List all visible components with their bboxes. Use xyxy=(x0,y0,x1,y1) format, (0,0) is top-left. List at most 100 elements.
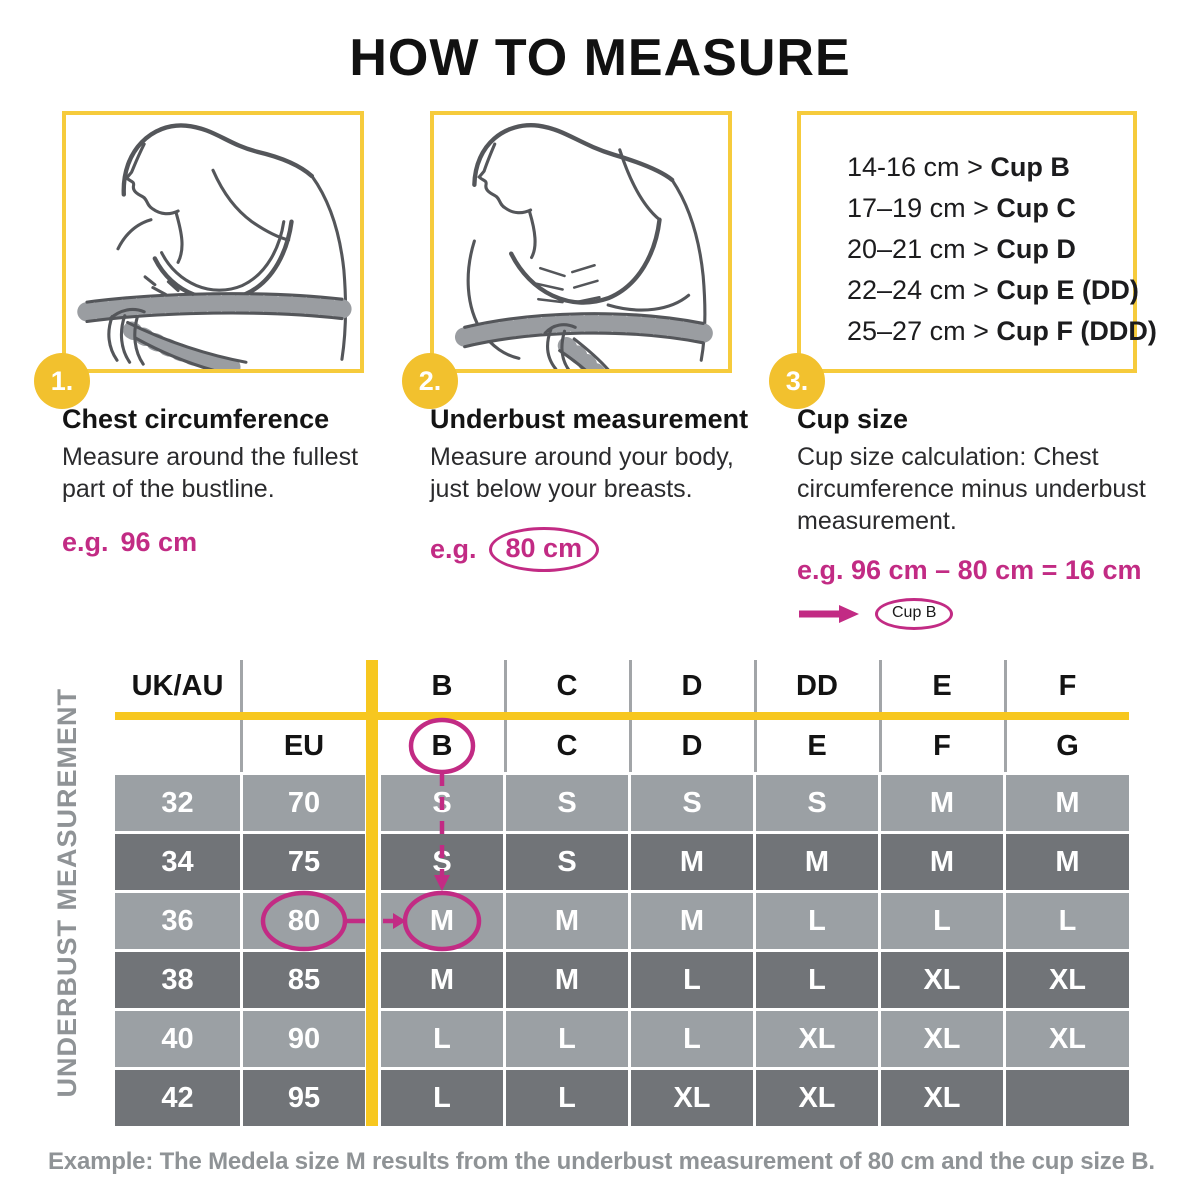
chest-illustration-box xyxy=(62,111,364,373)
size-table: UK/AU B C D DD E F EU B C D E F G xyxy=(115,660,1129,1126)
size-cell: M xyxy=(381,893,503,949)
size-cell: XL xyxy=(756,1070,878,1126)
step-3-body: Cup size calculation: Chest circumferenc… xyxy=(797,443,1146,535)
chest-measurement-illustration xyxy=(77,123,352,369)
size-cell: L xyxy=(506,1070,628,1126)
cup-header-cell: E xyxy=(881,660,1003,712)
size-cell: S xyxy=(506,775,628,831)
table-row: 38 85 M M L L XL XL xyxy=(115,952,1129,1008)
cup-size-row: 22–24 cm > Cup E (DD) xyxy=(847,275,1139,305)
eu-header-row: EU B C D E F G xyxy=(115,720,1129,772)
uk-au-header-row: UK/AU B C D DD E F xyxy=(115,660,1129,712)
size-cell: L xyxy=(881,893,1003,949)
cup-header-cell: C xyxy=(506,720,628,772)
page-title: HOW TO MEASURE xyxy=(349,29,851,87)
size-cell: L xyxy=(756,952,878,1008)
size-cell: XL xyxy=(881,952,1003,1008)
step-3-badge: 3. xyxy=(769,353,825,409)
size-cell: L xyxy=(1006,893,1129,949)
eu-size-cell: 95 xyxy=(243,1070,365,1126)
size-cell: XL xyxy=(631,1070,753,1126)
size-cell: S xyxy=(506,834,628,890)
size-cell: XL xyxy=(881,1070,1003,1126)
cup-header-cell: G xyxy=(1006,720,1129,772)
size-cell: S xyxy=(381,834,503,890)
cup-header-cell: C xyxy=(506,660,628,712)
size-cell: M xyxy=(506,952,628,1008)
size-cell: L xyxy=(756,893,878,949)
step-3-heading: Cup size xyxy=(797,404,909,434)
step-1-text: Chest circumference Measure around the f… xyxy=(62,404,407,558)
size-cell: M xyxy=(881,775,1003,831)
step-2-text: Underbust measurement Measure around you… xyxy=(430,404,775,572)
step-1-heading: Chest circumference xyxy=(62,404,330,434)
size-cell: L xyxy=(506,1011,628,1067)
cup-size-row: 14-16 cm > Cup B xyxy=(847,152,1070,182)
size-cell: M xyxy=(506,893,628,949)
size-cell: XL xyxy=(881,1011,1003,1067)
size-cell: M xyxy=(631,893,753,949)
cup-size-row: 17–19 cm > Cup C xyxy=(847,193,1076,223)
size-cell: L xyxy=(631,1011,753,1067)
table-row: 32 70 S S S S M M xyxy=(115,775,1129,831)
cup-header-cell: B xyxy=(381,720,503,772)
size-cell: M xyxy=(631,834,753,890)
uk-size-cell: 34 xyxy=(115,834,240,890)
size-cell: L xyxy=(631,952,753,1008)
cup-header-cell: B xyxy=(381,660,503,712)
table-row: 42 95 L L XL XL XL xyxy=(115,1070,1129,1126)
size-cell: M xyxy=(756,834,878,890)
size-cell: XL xyxy=(1006,952,1129,1008)
highlight-ellipse: Cup B xyxy=(875,598,954,630)
step-1-example: e.g. 96 cm xyxy=(62,527,198,557)
table-row: 34 75 S S M M M M xyxy=(115,834,1129,890)
step-3-result: Cup B xyxy=(797,598,1149,630)
table-row: 40 90 L L L XL XL XL xyxy=(115,1011,1129,1067)
cup-header-cell: E xyxy=(756,720,878,772)
uk-size-cell: 32 xyxy=(115,775,240,831)
step-2-body: Measure around your body, just below you… xyxy=(430,443,734,503)
cup-size-reference-box: 14-16 cm > Cup B 17–19 cm > Cup C 20–21 … xyxy=(797,111,1157,373)
cup-header-cell: F xyxy=(881,720,1003,772)
underbust-axis-label: UNDERBUST MEASUREMENT xyxy=(51,688,82,1098)
size-cell: M xyxy=(881,834,1003,890)
step-2-heading: Underbust measurement xyxy=(430,404,749,434)
size-cell: S xyxy=(756,775,878,831)
step-1-badge: 1. xyxy=(34,353,90,409)
size-cell: L xyxy=(381,1070,503,1126)
size-cell: M xyxy=(1006,775,1129,831)
eu-size-cell: 75 xyxy=(243,834,365,890)
arrow-right-icon xyxy=(799,605,859,623)
uk-size-cell: 36 xyxy=(115,893,240,949)
eu-size-cell: 80 xyxy=(243,893,365,949)
cup-size-row: 20–21 cm > Cup D xyxy=(847,234,1076,264)
cup-header-cell: D xyxy=(631,720,753,772)
eu-label: EU xyxy=(243,720,365,772)
step-1-body: Measure around the fullest part of the b… xyxy=(62,443,359,503)
yellow-horizontal-divider xyxy=(115,712,1129,720)
uk-au-label: UK/AU xyxy=(115,660,240,712)
eu-size-cell: 70 xyxy=(243,775,365,831)
uk-size-cell: 42 xyxy=(115,1070,240,1126)
cup-size-row: 25–27 cm > Cup F (DDD) xyxy=(847,316,1157,346)
size-cell: S xyxy=(631,775,753,831)
cup-header-cell: DD xyxy=(756,660,878,712)
step-3-text: Cup size Cup size calculation: Chest cir… xyxy=(797,404,1149,630)
size-cell: M xyxy=(1006,834,1129,890)
size-cell: M xyxy=(381,952,503,1008)
uk-size-cell: 38 xyxy=(115,952,240,1008)
underbust-measurement-illustration xyxy=(454,123,713,369)
cup-header-cell: D xyxy=(631,660,753,712)
step-3-formula: e.g. 96 cm – 80 cm = 16 cm xyxy=(797,555,1142,585)
step-2-badge: 2. xyxy=(402,353,458,409)
size-cell: S xyxy=(381,775,503,831)
yellow-vertical-divider xyxy=(366,660,378,1126)
footer-example-text: Example: The Medela size M results from … xyxy=(48,1148,1155,1175)
step-2-example: e.g. 80 cm xyxy=(430,527,775,572)
size-cell xyxy=(1006,1070,1129,1126)
eu-size-cell: 90 xyxy=(243,1011,365,1067)
size-table-body: 32 70 S S S S M M 34 75 S S M M M M xyxy=(115,775,1129,1126)
size-cell: XL xyxy=(1006,1011,1129,1067)
cup-header-cell: F xyxy=(1006,660,1129,712)
